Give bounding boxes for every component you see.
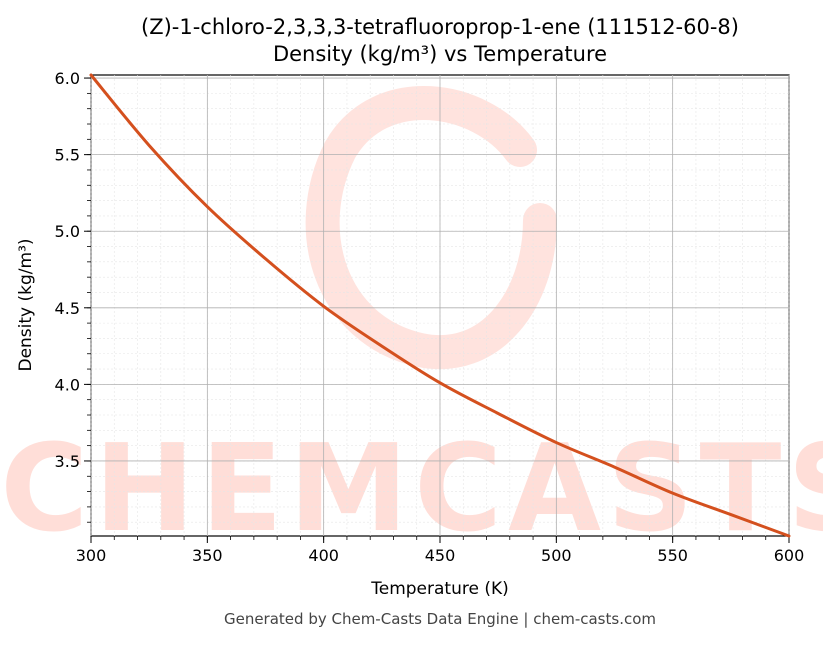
y-tick-label: 3.5: [55, 452, 80, 471]
x-tick-label: 500: [541, 546, 572, 565]
series-layer: [89, 73, 791, 538]
x-tick-label: 400: [308, 546, 339, 565]
y-tick-label: 5.0: [55, 222, 80, 241]
x-tick-label: 550: [657, 546, 688, 565]
x-axis-label: Temperature (K): [370, 579, 509, 599]
y-tick-label: 4.0: [55, 375, 80, 394]
y-axis-label: Density (kg/m³): [16, 238, 36, 371]
watermark: CHEMCASTS: [0, 86, 823, 559]
axis-ticks: 300 350 400 450 500 550 600 3.5 4.0 4.5 5.0 5.5 6.0: [55, 69, 805, 565]
x-tick-label: 350: [192, 546, 223, 565]
chart-subtitle: Density (kg/m³) vs Temperature: [273, 42, 607, 66]
y-tick-label: 4.5: [55, 299, 80, 318]
watermark-logo-ring: [305, 86, 557, 370]
chart-title: (Z)-1-chloro-2,3,3,3-tetrafluoroprop-1-e…: [141, 15, 739, 39]
y-tick-label: 5.5: [55, 146, 80, 165]
density-series-line: [89, 73, 791, 538]
watermark-text: CHEMCASTS: [0, 420, 823, 559]
x-tick-label: 600: [774, 546, 805, 565]
x-tick-label: 450: [425, 546, 456, 565]
y-tick-label: 6.0: [55, 69, 80, 88]
footer-credit: Generated by Chem-Casts Data Engine | ch…: [224, 610, 656, 628]
x-tick-label: 300: [76, 546, 107, 565]
